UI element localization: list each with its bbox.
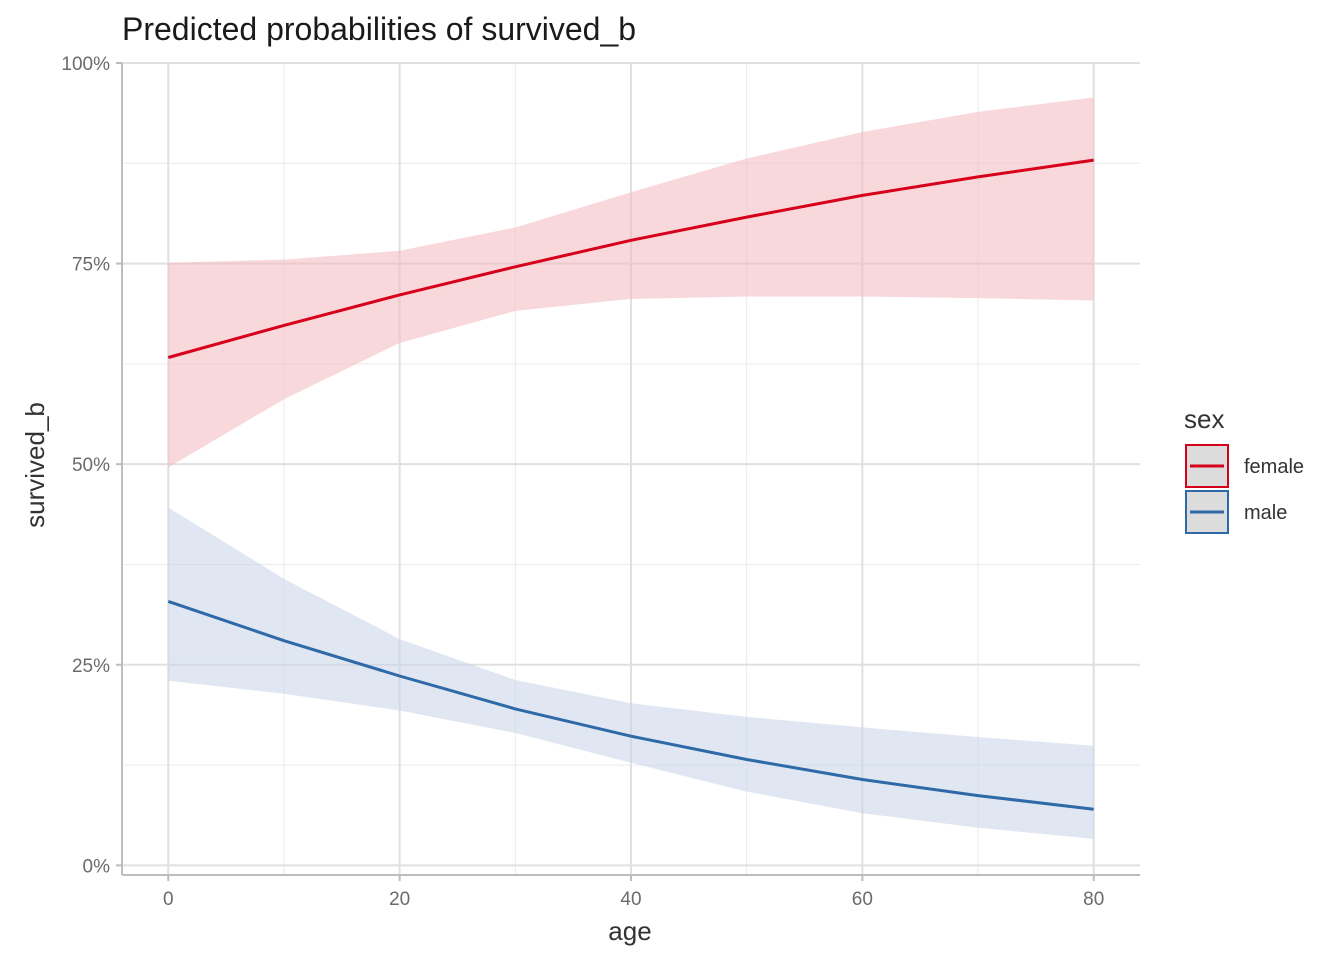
x-tick-label: 40 <box>620 889 641 910</box>
y-tick-label: 100% <box>61 54 110 75</box>
x-tick-label: 80 <box>1083 889 1104 910</box>
series-lines <box>167 158 1094 811</box>
legend: sex female male <box>1184 404 1304 534</box>
confidence-band-female <box>168 97 1094 468</box>
y-tick-label: 25% <box>72 656 110 677</box>
confidence-bands <box>168 97 1094 839</box>
series-line-male <box>167 599 1094 811</box>
legend-item-female: female <box>1185 444 1304 488</box>
confidence-band-male <box>168 507 1094 839</box>
legend-label-female: female <box>1244 456 1304 478</box>
y-axis-title: survived_b <box>20 402 50 528</box>
legend-item-male: male <box>1185 490 1287 534</box>
legend-label-male: male <box>1244 502 1287 524</box>
y-tick-label: 50% <box>72 455 110 476</box>
axes: 0% 25% 50% 75% 100% 0 20 40 60 80 <box>61 54 1140 910</box>
x-tick-label: 60 <box>852 889 873 910</box>
x-tick-label: 0 <box>163 889 174 910</box>
x-tick-label: 20 <box>389 889 410 910</box>
x-axis-title: age <box>608 916 651 946</box>
y-tick-label: 75% <box>72 255 110 276</box>
chart-title: Predicted probabilities of survived_b <box>122 11 636 47</box>
y-tick-label: 0% <box>83 856 111 877</box>
series-line-female <box>167 158 1094 359</box>
legend-title: sex <box>1184 404 1224 434</box>
